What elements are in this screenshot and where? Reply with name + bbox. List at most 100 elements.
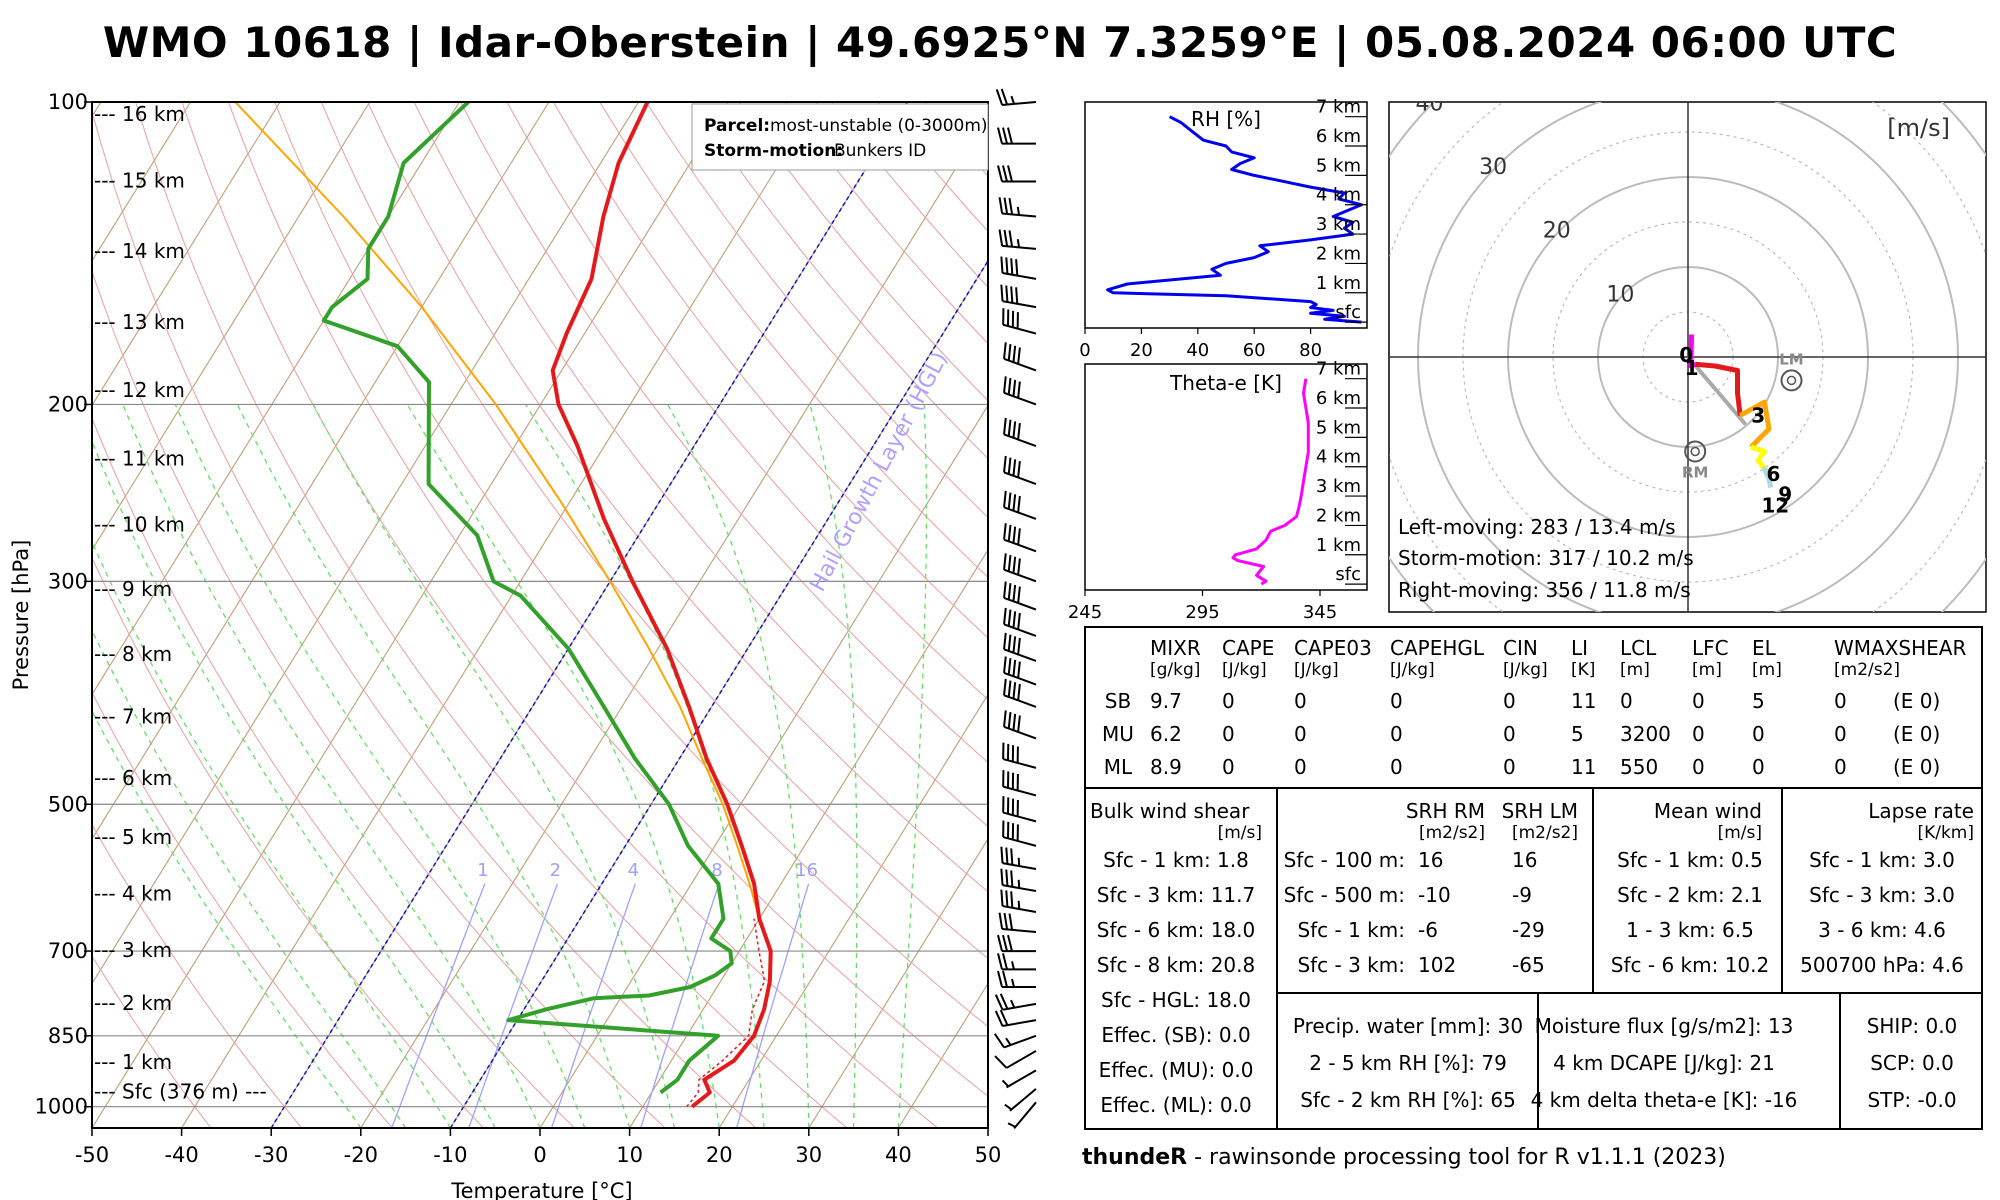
barb-flag	[1017, 528, 1021, 545]
barb-shaft	[1003, 648, 1037, 662]
param-cell: 0	[1692, 722, 1705, 746]
height-tick-label: 4 km	[1316, 447, 1361, 468]
legend-storm-value: Bunkers ID	[834, 141, 926, 161]
height-tick-label: 2 km	[1316, 243, 1361, 264]
barb-half-flag	[1017, 879, 1021, 889]
dry-adiabat-line	[92, 269, 666, 1128]
barb-shaft	[1002, 928, 1037, 933]
y-tick-label: 850	[48, 1024, 88, 1048]
barb-flag	[1003, 229, 1009, 247]
legend-parcel-key: Parcel:	[704, 116, 770, 136]
thetae-panel-frame	[1084, 363, 1368, 591]
hodo-text-right: Right-moving: 356 / 11.8 m/s	[1398, 578, 1691, 602]
srh-table: SRH RM [m2/s2] SRH LM [m2/s2] Sfc - 100 …	[1284, 799, 1578, 977]
mixing-ratio-line	[735, 883, 810, 1128]
barb-shaft	[1002, 884, 1037, 893]
height-label: --- 14 km	[94, 239, 185, 263]
hodo-km-label: 0	[1679, 343, 1693, 367]
wind-barb	[1004, 1088, 1037, 1112]
srh-row-label: Sfc - 100 m:	[1284, 848, 1405, 872]
x-tick-label: 20	[706, 1143, 733, 1167]
barb-shaft	[1002, 1019, 1037, 1028]
barb-shaft	[1003, 471, 1037, 485]
storm-motion-marker-inner	[1690, 446, 1700, 457]
barb-flag	[998, 197, 1004, 214]
barb-shaft	[1006, 1069, 1037, 1089]
wind-barb	[1002, 820, 1037, 847]
barb-flag	[1007, 344, 1012, 361]
barb-flag	[1012, 611, 1017, 628]
storm-motion-label: LM	[1779, 350, 1804, 368]
x-tick-label: 0	[533, 1143, 546, 1167]
barb-flag	[1007, 492, 1012, 510]
barb-flag	[1008, 197, 1014, 215]
barb-half-flag	[1001, 1079, 1010, 1088]
barb-shaft	[1003, 568, 1037, 583]
shear-unit: [m/s]	[1218, 823, 1262, 843]
param-cell: 0	[1503, 755, 1516, 779]
x-tick-label: 50	[975, 1143, 1002, 1167]
srh-row-lm: -29	[1512, 918, 1545, 942]
srh-row-lm: -9	[1512, 883, 1532, 907]
lapse-row: Sfc - 3 km: 3.0	[1809, 883, 1955, 907]
meanwind-row: Sfc - 2 km: 2.1	[1617, 883, 1763, 907]
parameter-tables	[1084, 626, 1983, 1130]
wind-barb	[994, 1050, 1037, 1069]
height-label: --- 4 km	[94, 882, 172, 906]
hodo-ring-label: 30	[1479, 155, 1507, 180]
moist-adiabat-line	[406, 404, 720, 1128]
param-row-label: ML	[1104, 755, 1133, 779]
hodograph-unit: [m/s]	[1887, 114, 1950, 142]
hodo-trace-segment	[1688, 334, 1697, 369]
wind-barb	[994, 993, 1037, 1011]
barb-half-flag	[1017, 857, 1021, 867]
lapse-row: Sfc - 1 km: 3.0	[1809, 848, 1955, 872]
x-tick-label: 40	[1186, 340, 1209, 361]
wind-barb	[997, 970, 1036, 988]
srh-rm-title: SRH RM	[1406, 799, 1485, 823]
bottom-indices: Precip. water [mm]: 30 2 - 5 km RH [%]: 7…	[1293, 1014, 1957, 1112]
storm-motion-marker	[1780, 369, 1803, 392]
y-tick-label: 300	[48, 569, 88, 593]
height-label: --- 15 km	[94, 169, 185, 193]
thermo-parameter-table: MIXR[g/kg]CAPE[J/kg]CAPE03[J/kg]CAPEHGL[…	[1102, 636, 1966, 779]
barb-flag	[1007, 583, 1012, 600]
height-tick-label: 6 km	[1316, 388, 1361, 409]
barb-flag	[1008, 913, 1014, 931]
height-label: --- 5 km	[94, 825, 172, 849]
param-cell: 550	[1620, 755, 1658, 779]
wind-barb	[1003, 523, 1037, 553]
param-unit: [m2/s2]	[1834, 660, 1900, 680]
barb-flag	[1012, 459, 1017, 476]
param-unit: [J/kg]	[1222, 660, 1267, 680]
srh-lm-title: SRH LM	[1502, 799, 1578, 823]
barb-flag	[995, 89, 1004, 106]
barb-flag	[997, 953, 1003, 970]
isotherm-line	[92, 102, 460, 696]
shear-row: Effec. (SB): 0.0	[1101, 1023, 1250, 1047]
isotherm-line	[92, 102, 550, 841]
param-header: CAPE	[1222, 636, 1274, 660]
dry-adiabat-line	[92, 110, 757, 1128]
isotherm-line	[360, 115, 988, 1128]
x-tick-label: -30	[254, 1143, 288, 1167]
height-label: --- Sfc (376 m) ---	[94, 1080, 267, 1104]
height-tick-label: 5 km	[1316, 155, 1361, 176]
barb-flag	[1007, 165, 1013, 182]
barb-flag	[1000, 256, 1004, 274]
barb-shaft	[1002, 836, 1037, 847]
thetae-panel-title: Theta-e [K]	[1169, 371, 1282, 395]
dry-adiabat-line	[645, 102, 988, 519]
barb-flag	[1007, 934, 1013, 952]
wind-barb	[998, 197, 1037, 218]
barb-flag	[1012, 526, 1017, 544]
skewt-axes: -50 -40 -30 -20 -10 0 10 20 30 40 50 100 200 300 500 70…	[35, 90, 1002, 1167]
barb-flag	[997, 127, 1003, 144]
wind-barb	[1000, 868, 1037, 893]
y-tick-label: 100	[48, 90, 88, 114]
dry-adiabat-line	[552, 102, 988, 639]
mean-wind-table: Mean wind [m/s] Sfc - 1 km: 0.5 Sfc - 2 k…	[1611, 799, 1769, 977]
height-tick-label: 6 km	[1316, 126, 1361, 147]
wind-barb	[1000, 256, 1037, 280]
x-tick-label: 10	[616, 1143, 643, 1167]
